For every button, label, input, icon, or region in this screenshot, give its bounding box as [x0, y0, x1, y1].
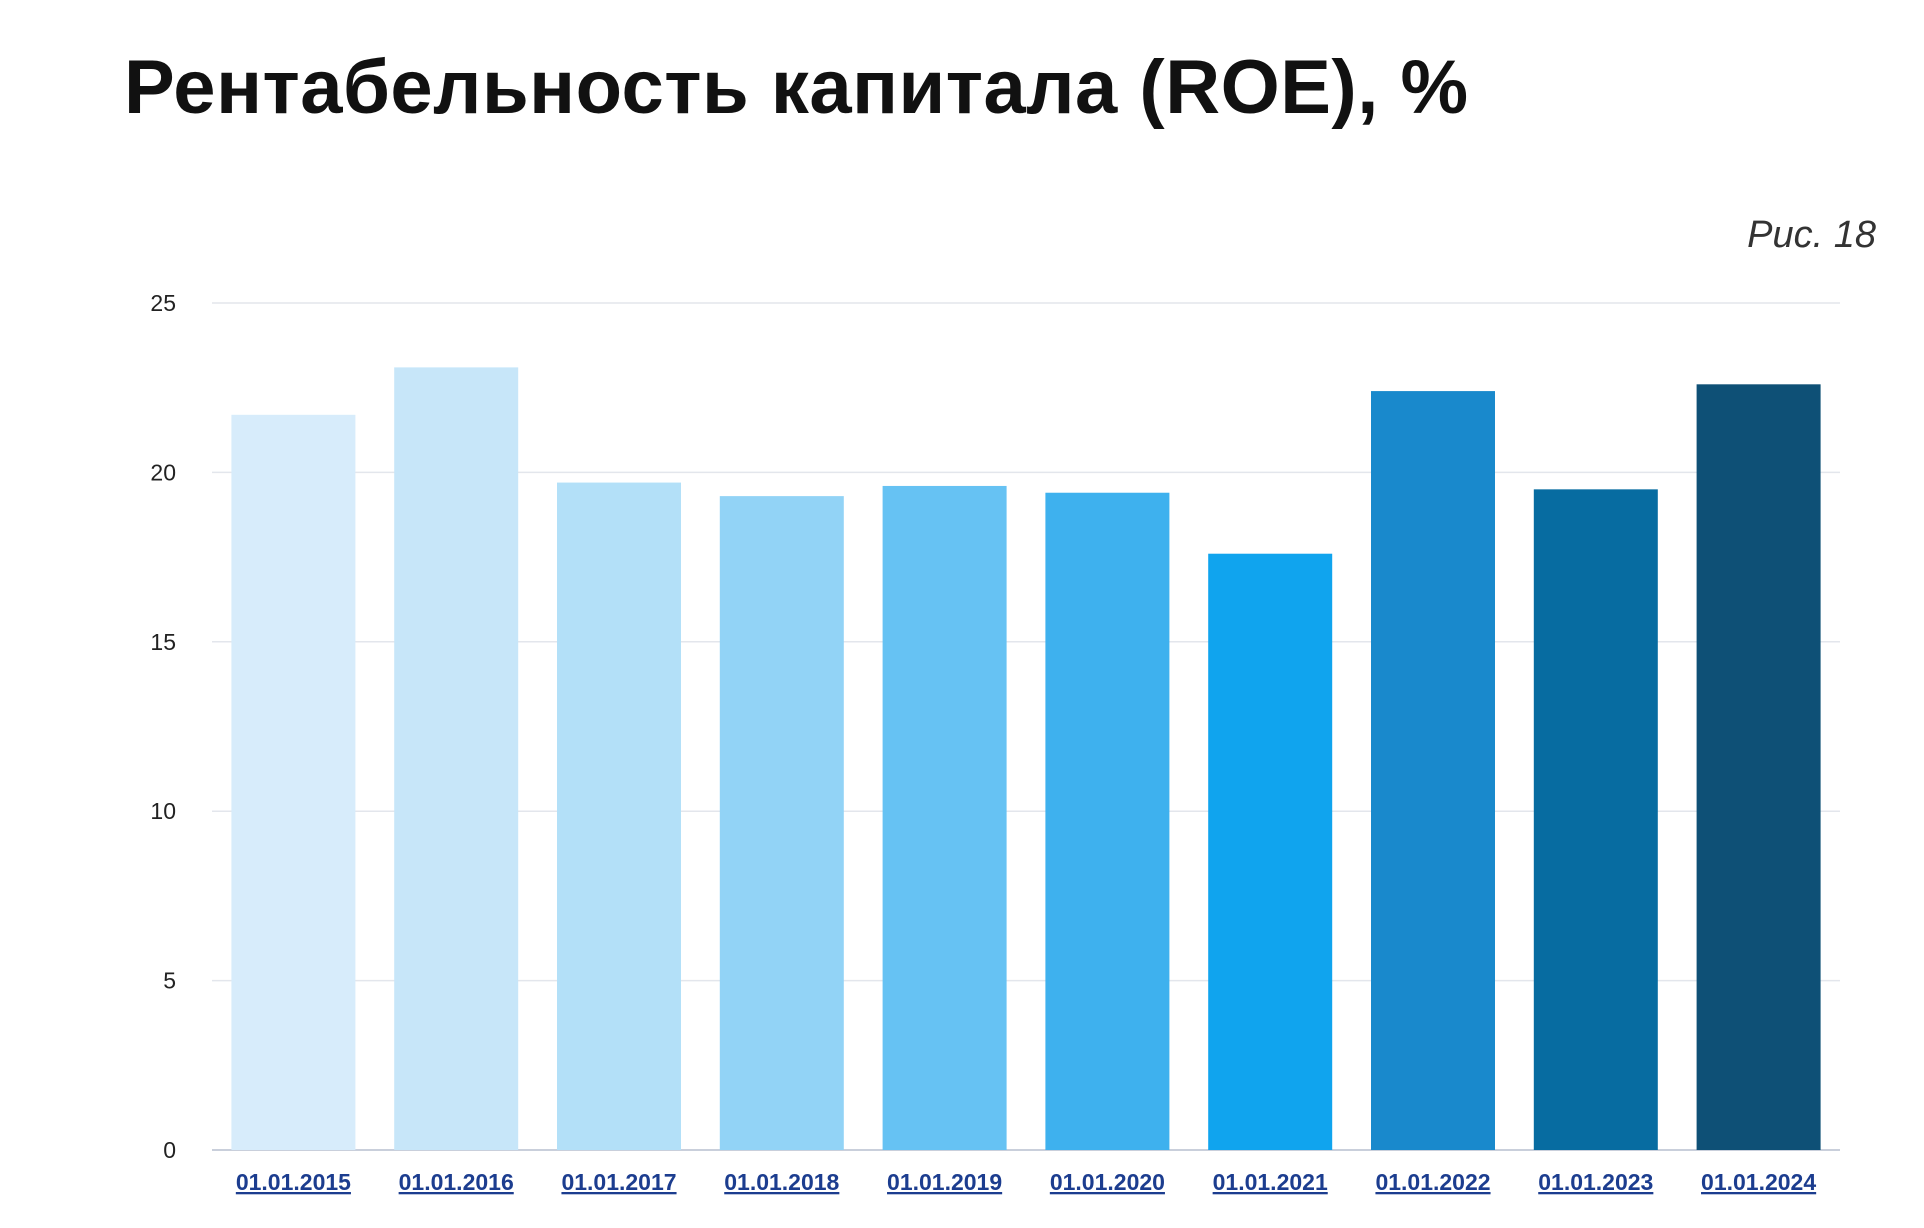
- bar-01.01.2024: [1696, 384, 1821, 1150]
- bar-01.01.2022: [1371, 391, 1495, 1150]
- x-category-label[interactable]: 01.01.2015: [236, 1169, 351, 1195]
- x-axis-labels: 01.01.2015 01.01.2016 01.01.2017 01.01.2018…: [236, 1169, 1817, 1195]
- x-category-label[interactable]: 01.01.2022: [1375, 1169, 1490, 1195]
- bar-01.01.2021: [1208, 553, 1333, 1150]
- bar-01.01.2020: [1045, 492, 1170, 1150]
- bar-01.01.2017: [557, 482, 681, 1151]
- y-tick-label: 20: [150, 459, 176, 485]
- x-category-label[interactable]: 01.01.2017: [561, 1169, 676, 1195]
- bar-01.01.2019: [882, 485, 1007, 1150]
- x-category-label[interactable]: 01.01.2023: [1538, 1169, 1653, 1195]
- y-tick-label: 10: [150, 798, 176, 824]
- x-category-label[interactable]: 01.01.2018: [724, 1169, 839, 1195]
- y-tick-label: 5: [163, 968, 176, 994]
- bar-01.01.2023: [1533, 489, 1658, 1151]
- x-category-label[interactable]: 01.01.2024: [1701, 1169, 1816, 1195]
- chart-title: Рентабельность капитала (ROE), %: [124, 45, 1469, 130]
- y-axis-ticks: 0 5 10 15 20 25: [150, 290, 176, 1163]
- y-tick-label: 25: [150, 290, 176, 316]
- bar-01.01.2016: [394, 367, 519, 1150]
- x-category-label[interactable]: 01.01.2016: [399, 1169, 514, 1195]
- bar-01.01.2018: [719, 496, 844, 1151]
- bars: [231, 367, 1821, 1151]
- x-category-label[interactable]: 01.01.2021: [1213, 1169, 1328, 1195]
- bar-01.01.2015: [231, 414, 356, 1151]
- y-tick-label: 0: [163, 1137, 176, 1163]
- x-category-label[interactable]: 01.01.2019: [887, 1169, 1002, 1195]
- x-category-label[interactable]: 01.01.2020: [1050, 1169, 1165, 1195]
- y-tick-label: 15: [150, 629, 176, 655]
- figure-label: Рис. 18: [1747, 214, 1876, 256]
